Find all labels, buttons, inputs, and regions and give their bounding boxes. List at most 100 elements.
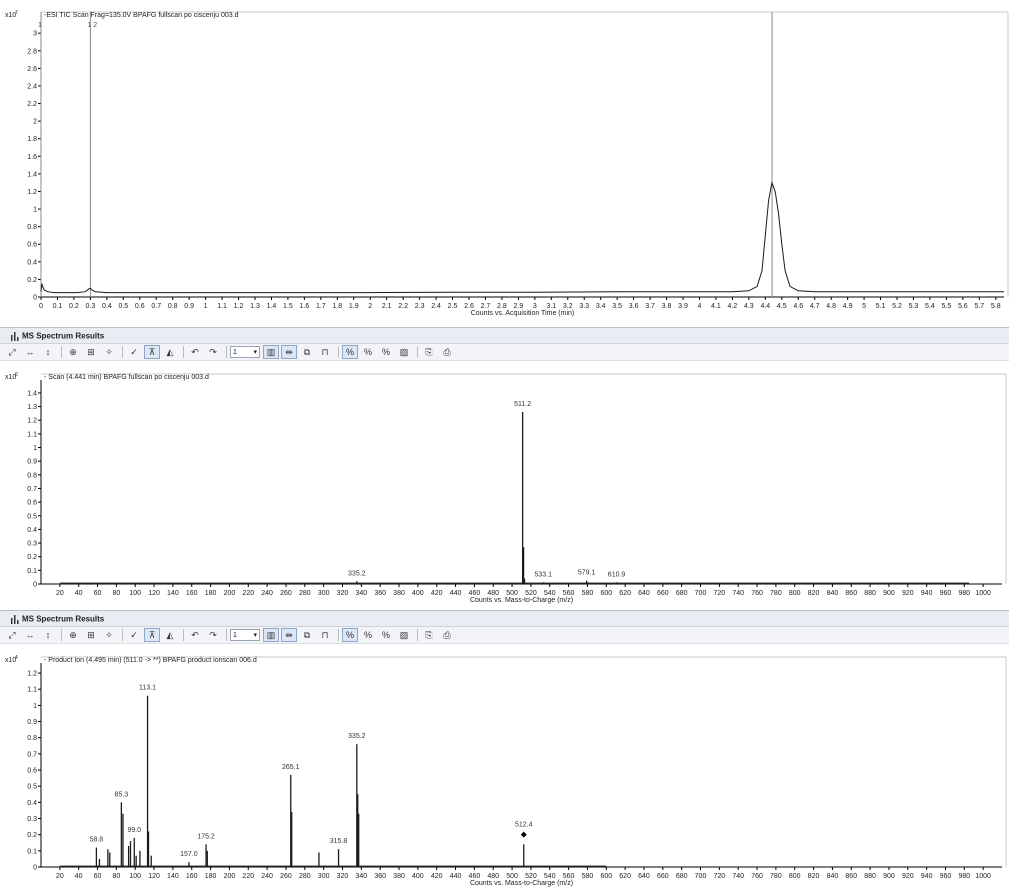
integrate-icon[interactable]: ◭ xyxy=(166,346,174,357)
x-tick-label: 420 xyxy=(431,590,443,597)
x-tick-label: 460 xyxy=(469,873,481,880)
percent-x-icon[interactable]: % xyxy=(381,630,390,640)
spectrum-toolbar: ⤢ ↔ ↕ ⊕ ⊞ ✧ ✓ ⊼ ◭ ↶ ↷ 1 ▾ ▥ ⇹ ⧉ ⊓%%% ▨ ⎘ ⎙ xyxy=(0,344,1009,361)
x-tick-label: 880 xyxy=(864,590,876,597)
tic-chromatogram-panel: 0 0.2 0.4 0.6 0.8 1 1.2 1.4 1.6 1.8 2 2.2 2.4 2.6 2.8 3… xyxy=(0,0,1009,326)
x-tick-label: 920 xyxy=(902,590,914,597)
peak-label: 113.1 xyxy=(139,685,156,692)
page-select[interactable]: 1 ▾ xyxy=(230,346,260,358)
autoscale-x-icon[interactable]: ↔ xyxy=(25,347,35,357)
x-tick-label: 3 xyxy=(533,303,537,310)
x-tick-label: 720 xyxy=(714,873,726,880)
copy-icon[interactable]: ⎘ xyxy=(425,629,433,640)
chevron-down-icon: ▾ xyxy=(253,349,257,356)
percent-icon[interactable]: % xyxy=(363,630,372,640)
select-range-icon[interactable]: ⊼ xyxy=(144,628,160,642)
toolbar-separator xyxy=(226,629,227,641)
mark-icon[interactable]: ✓ xyxy=(130,629,138,640)
x-tick-label: 5.3 xyxy=(909,303,919,310)
autoscale-y-icon[interactable]: ↕ xyxy=(45,347,51,357)
x-axis-label: Counts vs. Mass-to-Charge (m/z) xyxy=(470,880,573,887)
autoscale-xy-icon[interactable]: ⤢ xyxy=(8,346,16,357)
x-tick-label: 640 xyxy=(638,873,650,880)
toolbar-separator xyxy=(61,629,62,641)
percent-icon[interactable]: % xyxy=(363,347,372,357)
ms-scan-panel: 0 0.1 0.2 0.3 0.4 0.5 0.6 0.7 0.8 0.9 1 1.1 1.2 1.3 1.… xyxy=(0,362,1009,610)
width-icon[interactable]: ⇹ xyxy=(281,628,297,642)
spectrum-icon[interactable]: ⊓ xyxy=(321,346,329,357)
x-tick-label: 0.1 xyxy=(53,303,63,310)
y-tick-label: 0.3 xyxy=(27,541,37,548)
peak-label: 315.8 xyxy=(330,838,348,845)
x-tick-label: 4.4 xyxy=(760,303,770,310)
pattern-icon[interactable]: ▨ xyxy=(399,629,409,640)
x-tick-label: 60 xyxy=(94,590,102,597)
x-tick-label: 5.7 xyxy=(974,303,984,310)
undo-icon[interactable]: ↶ xyxy=(191,629,199,640)
x-tick-label: 440 xyxy=(450,590,462,597)
x-tick-label: 2.2 xyxy=(398,303,408,310)
fit-icon[interactable]: ⊞ xyxy=(87,629,95,640)
copy-icon[interactable]: ⎘ xyxy=(425,346,433,357)
x-tick-label: 520 xyxy=(525,590,537,597)
page-select[interactable]: 1 ▾ xyxy=(230,629,260,641)
autoscale-xy-icon[interactable]: ⤢ xyxy=(8,629,16,640)
x-tick-label: 900 xyxy=(883,590,895,597)
x-tick-label: 3.1 xyxy=(546,303,556,310)
ms-spectrum-results-header: MS Spectrum Results xyxy=(0,610,1009,627)
compare-icon[interactable]: ⧉ xyxy=(303,346,311,357)
percent-mode-icon[interactable]: % xyxy=(342,628,358,642)
x-tick-label: 5.1 xyxy=(876,303,886,310)
x-tick-label: 40 xyxy=(75,873,83,880)
x-tick-label: 2.8 xyxy=(497,303,507,310)
y-tick-label: 0.4 xyxy=(27,527,37,534)
peak-label: 335.2 xyxy=(348,570,366,577)
page-select-value: 1 xyxy=(233,348,237,356)
bar-chart-icon[interactable]: ▥ xyxy=(263,628,279,642)
autoscale-x-icon[interactable]: ↔ xyxy=(25,630,35,640)
x-tick-label: 740 xyxy=(732,873,744,880)
x-tick-label: 4.8 xyxy=(826,303,836,310)
redo-icon[interactable]: ↷ xyxy=(209,346,217,357)
zoom-icon[interactable]: ⊕ xyxy=(69,629,77,640)
bar-chart-icon xyxy=(11,614,19,624)
x-tick-label: 2.3 xyxy=(415,303,425,310)
product-ion-panel: 0 0.1 0.2 0.3 0.4 0.5 0.6 0.7 0.8 0.9 1 1.1 1.2 20 40 6… xyxy=(0,645,1009,889)
y-tick-label: 0.3 xyxy=(27,816,37,823)
y-tick-label: 1.1 xyxy=(27,687,37,694)
print-icon[interactable]: ⎙ xyxy=(443,346,451,357)
y-tick-label: 0 xyxy=(33,582,37,589)
autoscale-y-icon[interactable]: ↕ xyxy=(45,630,51,640)
undo-icon[interactable]: ↶ xyxy=(191,346,199,357)
peak-label-icon[interactable]: ✧ xyxy=(105,629,113,640)
fit-icon[interactable]: ⊞ xyxy=(87,346,95,357)
select-range-icon[interactable]: ⊼ xyxy=(144,345,160,359)
y-tick-label: 0.4 xyxy=(27,259,37,266)
product-ion-chart[interactable]: 0 0.1 0.2 0.3 0.4 0.5 0.6 0.7 0.8 0.9 1 1.1 1.2 20 40 6… xyxy=(0,645,1009,889)
x-tick-label: 3.7 xyxy=(645,303,655,310)
print-icon[interactable]: ⎙ xyxy=(443,629,451,640)
tic-chart[interactable]: 0 0.2 0.4 0.6 0.8 1 1.2 1.4 1.6 1.8 2 2.2 2.4 2.6 2.8 3… xyxy=(0,0,1009,326)
x-tick-label: 320 xyxy=(337,590,349,597)
pattern-icon[interactable]: ▨ xyxy=(399,346,409,357)
x-tick-label: 5.2 xyxy=(892,303,902,310)
compare-icon[interactable]: ⧉ xyxy=(303,629,311,640)
x-tick-label: 60 xyxy=(94,873,102,880)
y-tick-label: 0.5 xyxy=(27,784,37,791)
x-tick-label: 380 xyxy=(393,590,405,597)
x-tick-label: 2.7 xyxy=(481,303,491,310)
y-multiplier-label: x10 xyxy=(5,374,16,381)
integrate-icon[interactable]: ◭ xyxy=(166,629,174,640)
percent-mode-icon[interactable]: % xyxy=(342,345,358,359)
redo-icon[interactable]: ↷ xyxy=(209,629,217,640)
spectrum-icon[interactable]: ⊓ xyxy=(321,629,329,640)
percent-x-icon[interactable]: % xyxy=(381,347,390,357)
x-tick-label: 0.3 xyxy=(86,303,96,310)
x-tick-label: 780 xyxy=(770,590,782,597)
ms-scan-chart[interactable]: 0 0.1 0.2 0.3 0.4 0.5 0.6 0.7 0.8 0.9 1 1.1 1.2 1.3 1.… xyxy=(0,362,1009,610)
peak-label-icon[interactable]: ✧ xyxy=(105,346,113,357)
bar-chart-icon[interactable]: ▥ xyxy=(263,345,279,359)
width-icon[interactable]: ⇹ xyxy=(281,345,297,359)
mark-icon[interactable]: ✓ xyxy=(130,346,138,357)
zoom-icon[interactable]: ⊕ xyxy=(69,346,77,357)
